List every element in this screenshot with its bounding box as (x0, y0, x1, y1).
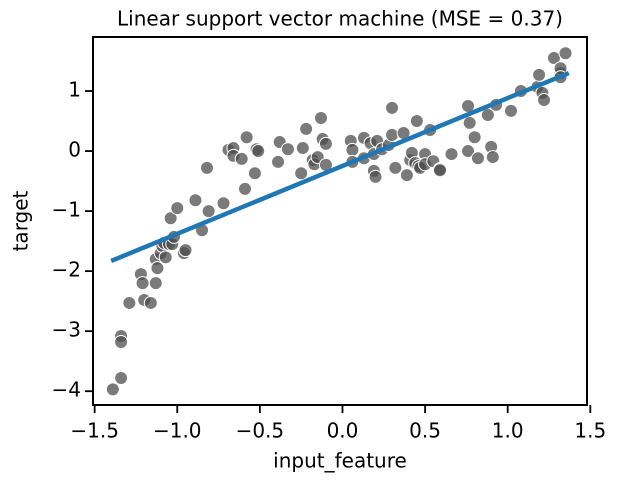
data-point (105, 382, 120, 397)
y-tick-label: −1 (52, 198, 81, 222)
x-tick-label: −0.5 (236, 419, 285, 443)
regression-line (110, 70, 570, 264)
data-point (238, 181, 252, 196)
y-tick-label: −4 (52, 378, 81, 402)
x-tick-label: 0.0 (327, 419, 359, 443)
y-axis-label: target (9, 190, 33, 251)
data-point (432, 163, 447, 178)
y-tick-label: 1 (68, 78, 81, 102)
data-point (318, 136, 333, 151)
data-point (299, 121, 314, 136)
x-tick-label: 1.0 (492, 419, 524, 443)
data-point (271, 154, 286, 169)
data-point (158, 250, 173, 265)
data-point (470, 151, 485, 166)
data-point (295, 141, 310, 156)
data-point (114, 370, 129, 385)
x-tick-label: −1.5 (70, 419, 119, 443)
data-point (234, 151, 249, 166)
data-point (558, 46, 573, 61)
data-point (467, 130, 482, 145)
data-point (150, 261, 165, 276)
data-point (247, 166, 262, 181)
data-point (368, 169, 383, 184)
data-point (188, 193, 203, 208)
data-point (122, 295, 137, 310)
data-point (170, 201, 185, 216)
plot-frame (92, 36, 588, 406)
data-point (485, 150, 500, 165)
data-point (200, 160, 214, 175)
chart-title: Linear support vector machine (MSE = 0.3… (117, 7, 563, 31)
y-tick-label: −3 (52, 318, 81, 342)
x-tick-label: 0.5 (409, 419, 441, 443)
data-point (201, 204, 216, 219)
data-point (504, 103, 518, 118)
data-point (178, 243, 193, 258)
data-point (216, 196, 231, 211)
data-point (251, 144, 266, 159)
x-tick-label: −1.0 (153, 419, 202, 443)
data-point (385, 100, 400, 115)
data-point (135, 276, 150, 291)
data-point (148, 276, 163, 291)
data-point (163, 211, 178, 226)
data-point (409, 114, 424, 129)
data-point (114, 334, 129, 349)
data-point (280, 142, 295, 157)
data-point (388, 160, 403, 175)
data-point (532, 67, 547, 82)
data-point (462, 115, 477, 130)
data-point (461, 144, 476, 159)
x-axis-label: input_feature (273, 449, 407, 473)
data-point (294, 166, 309, 181)
data-point (399, 168, 414, 183)
data-point (385, 127, 400, 142)
data-point (537, 93, 552, 108)
data-point (239, 130, 254, 145)
data-point (345, 142, 360, 157)
y-tick-label: 0 (68, 138, 81, 162)
x-tick-label: 1.5 (574, 419, 606, 443)
y-tick-label: −2 (52, 258, 81, 282)
data-point (143, 295, 158, 310)
data-point (444, 147, 459, 162)
data-point (314, 111, 328, 126)
